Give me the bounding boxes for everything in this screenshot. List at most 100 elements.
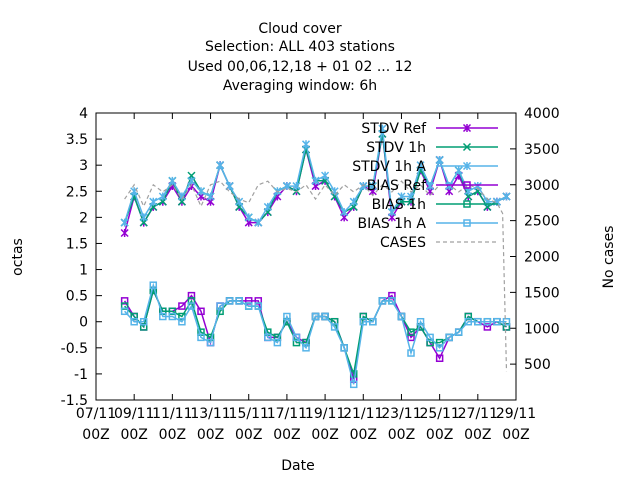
legend-label: BIAS 1h A (358, 216, 427, 232)
data-point (301, 140, 311, 149)
x-tick-label: 00Z (273, 427, 300, 443)
legend-marker (463, 181, 471, 189)
y-tick-label: 1 (79, 263, 88, 279)
x-tick-label: 19/11 (305, 406, 345, 422)
data-point (282, 182, 291, 191)
data-point (407, 349, 415, 357)
series-bias-1h (120, 286, 511, 378)
y-tick-label: 3 (79, 158, 88, 174)
data-point (493, 317, 501, 326)
series-line (123, 128, 507, 224)
data-point (359, 182, 368, 191)
x-tick-label: 25/11 (419, 406, 459, 422)
series-line (124, 180, 508, 372)
data-point (502, 323, 511, 331)
data-point (139, 213, 148, 222)
data-point (378, 297, 387, 305)
legend-marker (463, 219, 471, 227)
data-point (321, 312, 329, 321)
data-point (435, 338, 444, 347)
data-point (407, 333, 415, 342)
data-point (388, 291, 396, 300)
y2-tick-label: 500 (524, 357, 551, 373)
title-line-2: Selection: ALL 403 stations (205, 39, 395, 55)
data-point (426, 182, 435, 191)
y-tick-label: 0 (79, 315, 88, 331)
x-tick-label: 11/11 (152, 406, 192, 422)
legend-entry: BIAS 1h A (358, 216, 498, 232)
data-point (283, 312, 291, 321)
legend-label: STDV 1h (366, 140, 426, 156)
plot-frame (95, 112, 517, 401)
data-point (407, 328, 415, 336)
data-point (445, 333, 453, 342)
data-point (120, 307, 129, 316)
data-point (264, 333, 272, 342)
data-point (454, 166, 463, 175)
x-tick-label: 00Z (350, 427, 377, 443)
data-point (483, 317, 492, 326)
legend-label: CASES (380, 235, 426, 251)
data-point (426, 333, 434, 342)
data-point (474, 317, 482, 326)
y-tick-label: 2.5 (66, 184, 88, 200)
data-point (149, 281, 158, 289)
y2-tick-label: 1500 (524, 285, 560, 301)
data-point (254, 302, 263, 310)
data-point (397, 312, 406, 321)
x-tick-label: 00Z (502, 427, 529, 443)
x-tick-label: 23/11 (381, 406, 421, 422)
x-tick-label: 00Z (120, 427, 147, 443)
y2-tick-label: 3000 (524, 178, 560, 194)
x-tick-label: 09/11 (114, 406, 154, 422)
x-axis-label: Date (281, 458, 314, 474)
data-point (292, 338, 301, 347)
y-tick-label: -1.5 (61, 393, 88, 409)
y-tick-label: -1 (74, 367, 88, 383)
data-point (120, 218, 129, 227)
legend-entry: STDV 1h A (352, 159, 498, 175)
data-point (187, 176, 196, 185)
title-line-3: Used 00,06,12,18 + 01 02 ... 12 (188, 59, 413, 75)
y-axis-label: octas (10, 238, 26, 276)
data-point (321, 171, 330, 180)
data-point (168, 307, 177, 316)
data-point (139, 323, 148, 331)
data-point (187, 302, 196, 310)
x-tick-label: 00Z (464, 427, 491, 443)
legend-entry: STDV 1h (366, 140, 498, 156)
data-point (445, 182, 454, 191)
data-point (139, 317, 148, 326)
x-tick-label: 29/11 (496, 406, 536, 422)
data-point (454, 328, 463, 336)
data-point (197, 307, 205, 316)
data-point (359, 317, 368, 326)
data-point (406, 192, 416, 201)
legend-marker (463, 200, 471, 208)
data-point (388, 297, 396, 305)
data-point (330, 317, 339, 326)
y2-tick-label: 2500 (524, 214, 560, 230)
data-point (254, 297, 263, 305)
data-point (197, 333, 205, 342)
series-stdv-1h-a (120, 124, 511, 227)
data-point (273, 333, 282, 342)
data-point (311, 312, 320, 321)
data-point (187, 291, 196, 300)
data-point (168, 312, 177, 321)
data-point (159, 312, 167, 321)
legend: STDV Ref STDV 1h STDV 1h A BIAS Ref BIAS 1h B… (352, 121, 498, 251)
data-point (130, 317, 138, 326)
y-tick-label: 4 (79, 106, 88, 122)
x-tick-label: 00Z (197, 427, 224, 443)
data-point (292, 182, 301, 191)
data-point (244, 302, 253, 310)
x-tick-label: 00Z (82, 427, 109, 443)
data-point (330, 323, 339, 331)
y2-axis-label: No cases (601, 226, 617, 289)
data-point (483, 323, 492, 331)
data-point (349, 380, 358, 389)
data-point (502, 192, 511, 201)
title-line-1: Cloud cover (258, 21, 342, 37)
legend-entry: BIAS Ref (367, 178, 498, 194)
